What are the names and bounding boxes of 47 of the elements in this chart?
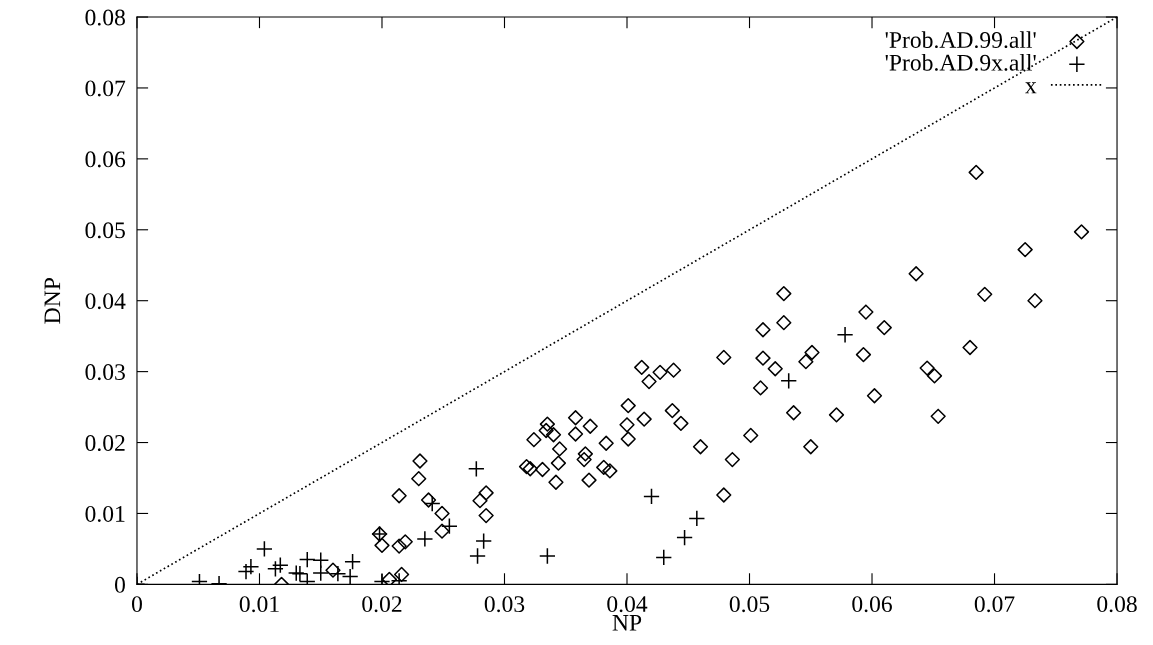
x-axis-title: NP	[612, 615, 642, 631]
point	[344, 553, 361, 571]
point	[237, 563, 255, 581]
point	[475, 532, 493, 550]
point	[469, 547, 486, 565]
point	[298, 551, 316, 568]
point	[836, 326, 854, 344]
x-tick-label: 0.06	[852, 596, 892, 613]
point	[271, 556, 289, 574]
point	[643, 488, 660, 505]
point	[341, 568, 359, 585]
y-tick-label: 0.04	[85, 293, 126, 310]
x-tick-label: 0.02	[362, 596, 402, 613]
point	[440, 517, 458, 535]
point	[329, 565, 347, 583]
point	[291, 565, 309, 583]
x-tick-label: 0	[131, 596, 142, 613]
point	[423, 495, 441, 512]
legend-label: x	[1025, 82, 1037, 94]
y-tick-label: 0.03	[85, 364, 125, 381]
x-tick-label: 0.01	[239, 596, 279, 613]
x-tick-label: 0.07	[974, 596, 1015, 613]
y-axis-title: DNP	[44, 278, 61, 324]
legend-label: 'Prob.AD.99.all'	[885, 31, 1036, 49]
y-tick-label: 0.05	[85, 222, 125, 239]
x-tick-label: 0.08	[1097, 596, 1137, 613]
x-tick-label: 0.03	[484, 596, 525, 613]
point	[688, 510, 706, 527]
point	[676, 529, 693, 546]
point	[655, 549, 673, 566]
y-tick-label: 0.08	[85, 9, 125, 26]
y-tick-label: 0.07	[85, 80, 126, 97]
x-tick-label: 0.04	[607, 596, 648, 613]
x-tick-label: 0.05	[729, 596, 770, 613]
point	[416, 530, 434, 548]
point	[242, 558, 260, 576]
point	[255, 540, 273, 558]
point	[467, 460, 485, 478]
point	[267, 560, 284, 578]
y-tick-label: 0.06	[85, 151, 126, 168]
y-tick-label: 0	[114, 576, 125, 593]
point	[538, 547, 556, 565]
point	[780, 372, 798, 390]
legend-label: 'Prob.AD.9x.all'	[885, 54, 1036, 71]
y-tick-label: 0.01	[85, 505, 125, 522]
point	[312, 564, 330, 582]
y-tick-label: 0.02	[85, 435, 125, 452]
